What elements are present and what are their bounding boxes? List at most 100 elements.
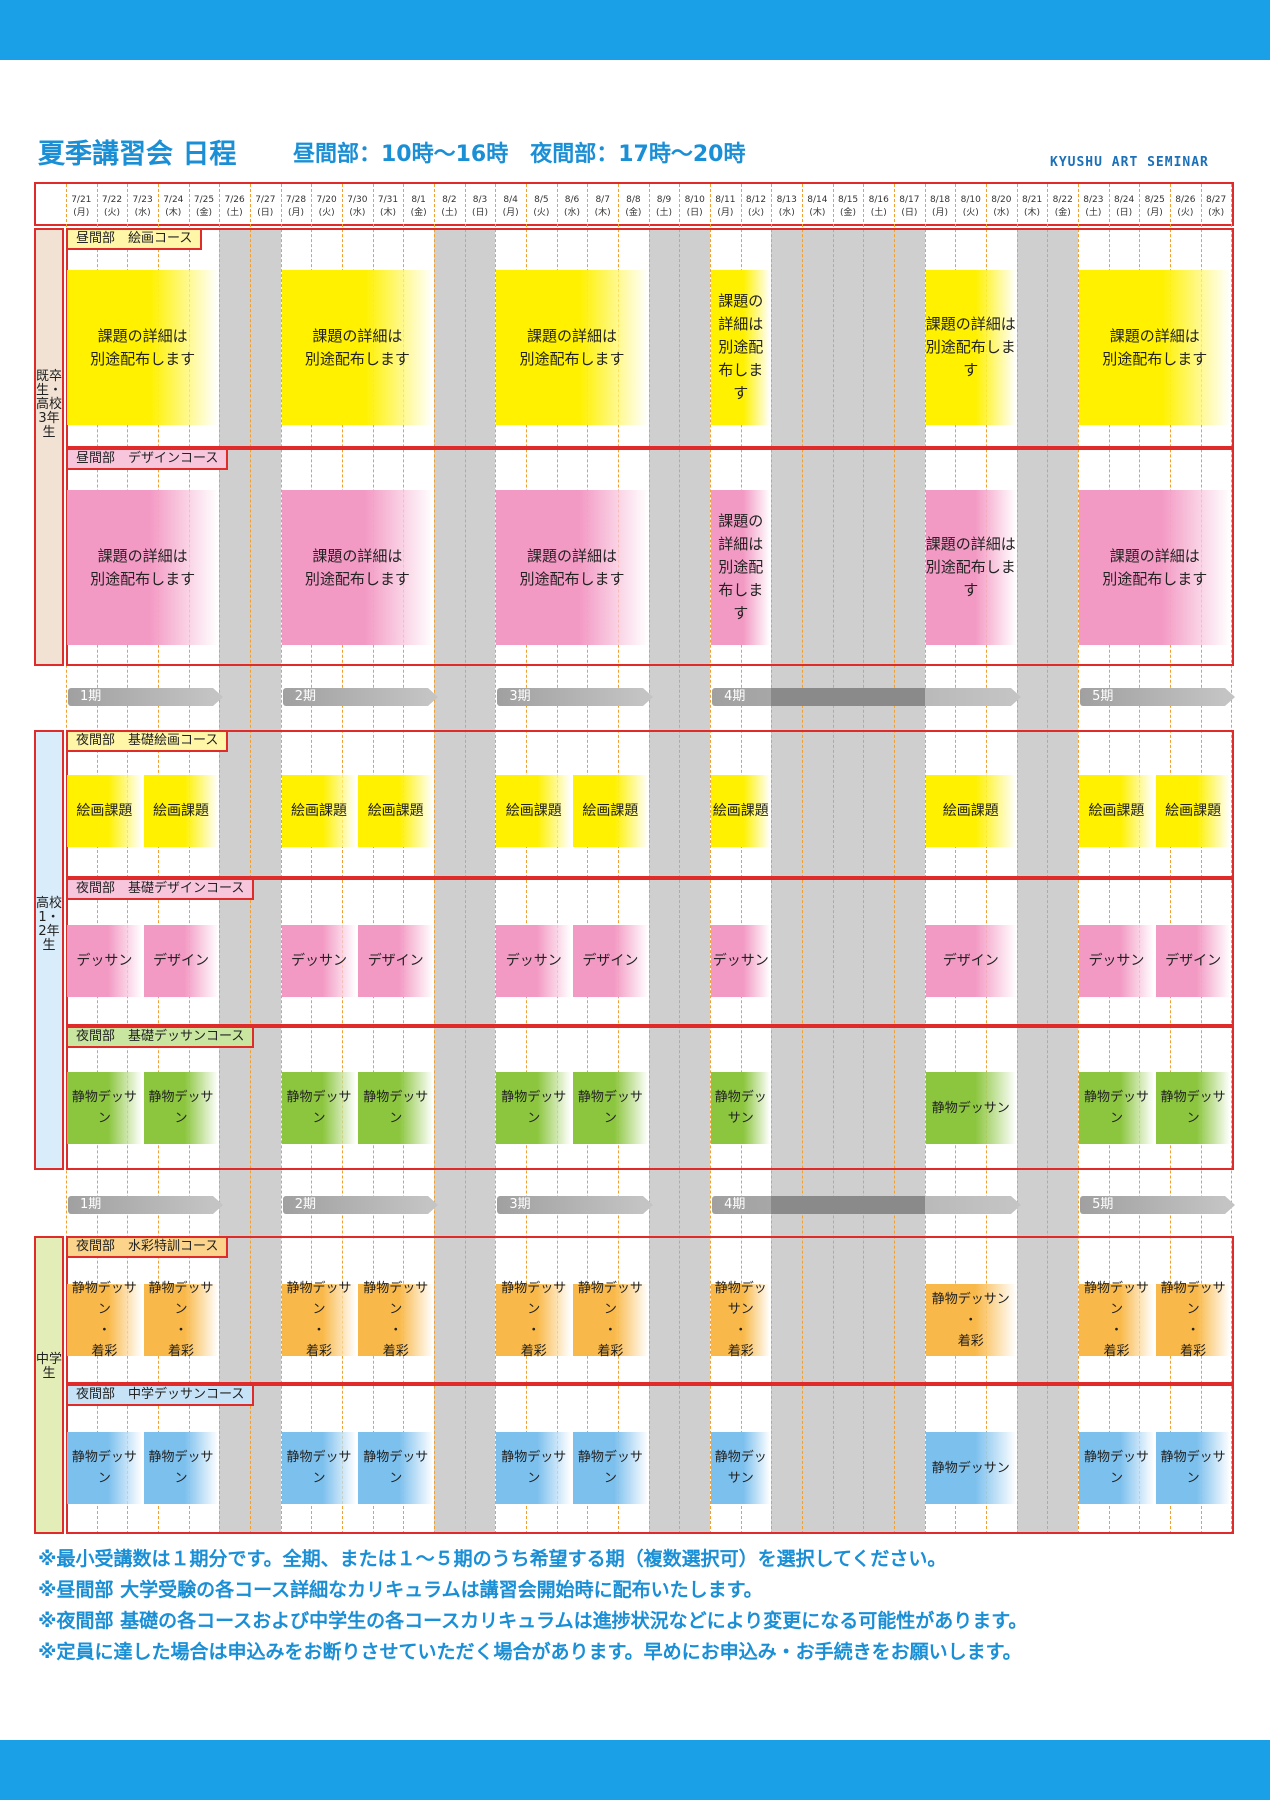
date-label: 8/10 (日) bbox=[680, 194, 710, 220]
course-block: 課題の詳細は 別途配布します bbox=[67, 270, 219, 425]
weekday-text: (金) bbox=[840, 208, 857, 218]
course-block: デッサン bbox=[1079, 925, 1154, 997]
date-text: 8/6 bbox=[564, 195, 580, 205]
weekday-text: (土) bbox=[1085, 208, 1102, 218]
course-block-text: 静物デッサン bbox=[1083, 1450, 1149, 1486]
arrow-head bbox=[1010, 688, 1021, 706]
weekday-text: (火) bbox=[1177, 208, 1194, 218]
period-arrow: 2期 bbox=[282, 688, 439, 706]
course-block: 静物デッサン ・ 着彩 bbox=[67, 1281, 142, 1359]
weekday-text: (金) bbox=[195, 208, 212, 218]
course-block: 静物デッサン bbox=[143, 1072, 219, 1144]
arrow-head bbox=[213, 688, 224, 706]
course-block: 絵画課題 bbox=[925, 775, 1016, 847]
date-label: 7/31 (木) bbox=[373, 194, 403, 220]
date-text: 7/27 bbox=[255, 195, 276, 205]
note-line: ※夜間部 基礎の各コースおよび中学生の各コースカリキュラムは進捗状況などにより変… bbox=[38, 1610, 1028, 1632]
course-block-text: 絵画課題 bbox=[76, 803, 133, 819]
date-label: 7/22 (火) bbox=[97, 194, 127, 220]
course-block-text: 絵画課題 bbox=[153, 803, 209, 819]
period-arrow: 3期 bbox=[497, 1196, 653, 1214]
day-divider bbox=[802, 184, 804, 1534]
course-block-text: 課題の詳細は 別途配布します bbox=[304, 546, 410, 588]
course-block: 静物デッサン bbox=[573, 1432, 648, 1504]
date-text: 8/7 bbox=[595, 195, 610, 205]
course-block-text: 静物デッサン bbox=[148, 1450, 214, 1486]
page-title: 夏季講習会 日程 bbox=[38, 139, 237, 170]
course-block: 静物デッサン bbox=[496, 1432, 572, 1504]
obon-segment bbox=[771, 1196, 925, 1214]
course-block-text: 絵画課題 bbox=[1165, 803, 1222, 819]
period-label: 1期 bbox=[80, 1197, 102, 1212]
date-label: 8/7 (木) bbox=[588, 194, 618, 220]
course-block: 静物デッサン bbox=[281, 1432, 357, 1504]
date-label: 8/17 (日) bbox=[894, 194, 924, 220]
course-block: 静物デッサン bbox=[1155, 1072, 1231, 1144]
course-block: 静物デッサン ・ 着彩 bbox=[143, 1281, 219, 1359]
date-text: 7/22 bbox=[101, 195, 123, 205]
date-label: 8/21 (木) bbox=[1017, 194, 1047, 220]
course-block-text: デザイン bbox=[153, 953, 209, 969]
weekday-text: (金) bbox=[410, 208, 427, 218]
top-blue-band bbox=[0, 0, 1270, 60]
arrow-head bbox=[213, 1196, 224, 1214]
date-text: 8/26 bbox=[1175, 195, 1196, 205]
course-row-box bbox=[66, 730, 1234, 878]
course-block: 静物デッサン ・ 着彩 bbox=[1079, 1281, 1154, 1359]
course-block-text: 絵画課題 bbox=[1088, 803, 1145, 819]
weekday-text: (日) bbox=[1116, 208, 1133, 218]
course-block: 課題の詳細は 別途配布します bbox=[925, 270, 1016, 425]
course-block-text: 課題の詳細は 別途配布します bbox=[1102, 326, 1208, 368]
weekday-text: (月) bbox=[717, 208, 734, 218]
course-tag: 夜間部 基礎絵画コース bbox=[66, 730, 229, 752]
day-divider bbox=[771, 184, 773, 1534]
day-divider bbox=[464, 184, 466, 1534]
course-row-box bbox=[66, 878, 1234, 1026]
course-block: 静物デッサン bbox=[1079, 1072, 1154, 1144]
weekday-text: (土) bbox=[656, 208, 673, 218]
period-label: 5期 bbox=[1092, 1197, 1114, 1212]
course-block: 静物デッサン ・ 着彩 bbox=[573, 1281, 648, 1359]
period-label: 5期 bbox=[1092, 689, 1114, 704]
course-block-text: 静物デッサン bbox=[501, 1090, 567, 1126]
day-divider bbox=[158, 184, 159, 1534]
weekday-text: (日) bbox=[901, 208, 918, 218]
course-block: 静物デッサン bbox=[143, 1432, 219, 1504]
date-text: 8/22 bbox=[1052, 195, 1073, 205]
date-text: 8/11 bbox=[715, 195, 736, 205]
course-block-text: 静物デッサン ・ 着彩 bbox=[931, 1291, 1010, 1349]
date-label: 8/24 (日) bbox=[1109, 194, 1139, 220]
date-text: 8/10 bbox=[960, 195, 981, 205]
course-block-text: 課題の詳細は 別途配布します bbox=[925, 535, 1016, 599]
period-arrow: 4期 bbox=[712, 688, 1021, 706]
course-tag: 夜間部 基礎デッサンコース bbox=[66, 1026, 255, 1048]
course-row-box bbox=[66, 1236, 1234, 1384]
course-block-text: デザイン bbox=[1165, 953, 1222, 969]
arrow-shaft bbox=[282, 1196, 429, 1214]
weekday-text: (水) bbox=[134, 208, 151, 218]
section-label: 高校1・2年生 bbox=[36, 896, 63, 953]
date-label: 8/11 (月) bbox=[710, 194, 740, 220]
date-label: 8/5 (火) bbox=[526, 194, 556, 220]
weekday-text: (水) bbox=[349, 208, 366, 218]
date-label: 8/26 (火) bbox=[1170, 194, 1200, 220]
course-block-text: 絵画課題 bbox=[582, 803, 639, 819]
weekday-text: (水) bbox=[564, 208, 581, 218]
course-block-text: 静物デッサン bbox=[714, 1090, 767, 1126]
course-block: 絵画課題 bbox=[1079, 775, 1154, 847]
course-block: デザイン bbox=[358, 925, 434, 997]
arrow-shaft bbox=[1080, 1196, 1226, 1214]
course-block-text: 静物デッサン ・ 着彩 bbox=[363, 1281, 429, 1359]
weekday-text: (火) bbox=[103, 208, 120, 218]
course-block: 静物デッサン bbox=[1155, 1432, 1231, 1504]
course-block: デザイン bbox=[143, 925, 219, 997]
course-block: 静物デッサン ・ 着彩 bbox=[925, 1284, 1016, 1356]
day-divider bbox=[280, 184, 282, 1534]
course-block: 静物デッサン ・ 着彩 bbox=[1155, 1281, 1231, 1359]
day-divider bbox=[526, 184, 528, 1534]
holiday-column bbox=[1016, 228, 1079, 1534]
date-text: 8/25 bbox=[1144, 195, 1165, 205]
weekday-text: (火) bbox=[533, 208, 550, 218]
date-text: 7/21 bbox=[71, 195, 92, 205]
date-text: 8/10 bbox=[684, 195, 705, 205]
